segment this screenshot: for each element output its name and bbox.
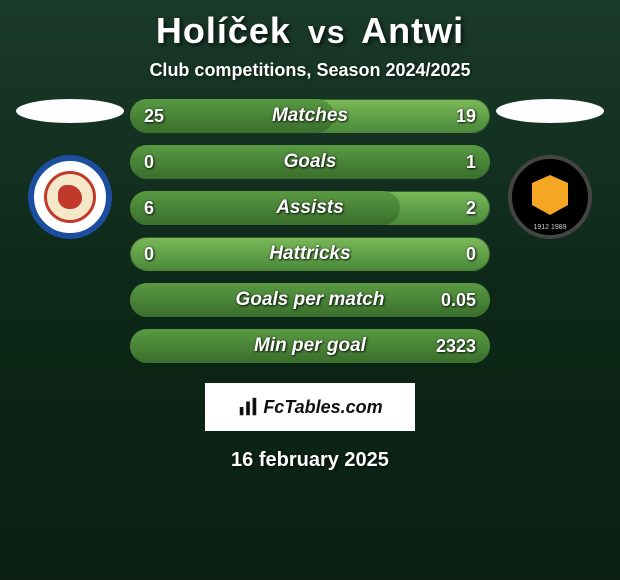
right-value: 1 (466, 145, 476, 179)
attribution-text: FcTables.com (263, 397, 382, 418)
left-value: 0 (144, 145, 154, 179)
bar-label: Goals per match (236, 283, 385, 317)
chart-icon (237, 396, 259, 418)
shield-icon (532, 175, 568, 215)
right-value: 0.05 (441, 283, 476, 317)
badge2-inner: 1912 1989 (518, 165, 582, 229)
main-content: 25 Matches 19 0 Goals 1 6 Assists 2 0 Hattricks 0 Go… (0, 99, 620, 363)
crewe-alexandra-badge (28, 155, 112, 239)
left-value: 25 (144, 99, 164, 133)
bar-label: Assists (276, 191, 344, 225)
player2-silhouette (496, 99, 604, 123)
attribution-box: FcTables.com (205, 383, 415, 431)
stat-row: Min per goal 2323 (130, 329, 490, 363)
subtitle: Club competitions, Season 2024/2025 (149, 60, 470, 81)
newport-county-badge: 1912 1989 (508, 155, 592, 239)
stat-row: 0 Goals 1 (130, 145, 490, 179)
left-value: 6 (144, 191, 154, 225)
badge1-inner (44, 171, 96, 223)
player2-name: Antwi (361, 10, 464, 51)
bar-label: Matches (272, 99, 348, 133)
badge2-years: 1912 1989 (518, 224, 582, 231)
right-column: 1912 1989 (490, 99, 610, 239)
lion-icon (58, 185, 82, 209)
stat-row: Goals per match 0.05 (130, 283, 490, 317)
left-value: 0 (144, 237, 154, 271)
stat-row: 6 Assists 2 (130, 191, 490, 225)
stat-row: 0 Hattricks 0 (130, 237, 490, 271)
date-text: 16 february 2025 (231, 449, 389, 472)
player1-name: Holíček (156, 10, 291, 51)
bar-label: Goals (284, 145, 337, 179)
left-column (10, 99, 130, 239)
stats-bars: 25 Matches 19 0 Goals 1 6 Assists 2 0 Hattricks 0 Go… (130, 99, 490, 363)
page-title: Holíček vs Antwi (156, 10, 464, 52)
right-value: 19 (456, 99, 476, 133)
stat-row: 25 Matches 19 (130, 99, 490, 133)
bar-fill (130, 191, 400, 225)
right-value: 0 (466, 237, 476, 271)
vs-text: vs (308, 14, 346, 50)
right-value: 2 (466, 191, 476, 225)
player1-silhouette (16, 99, 124, 123)
bar-label: Min per goal (254, 329, 366, 363)
right-value: 2323 (436, 329, 476, 363)
bar-label: Hattricks (269, 237, 350, 271)
infographic-root: Holíček vs Antwi Club competitions, Seas… (0, 0, 620, 472)
